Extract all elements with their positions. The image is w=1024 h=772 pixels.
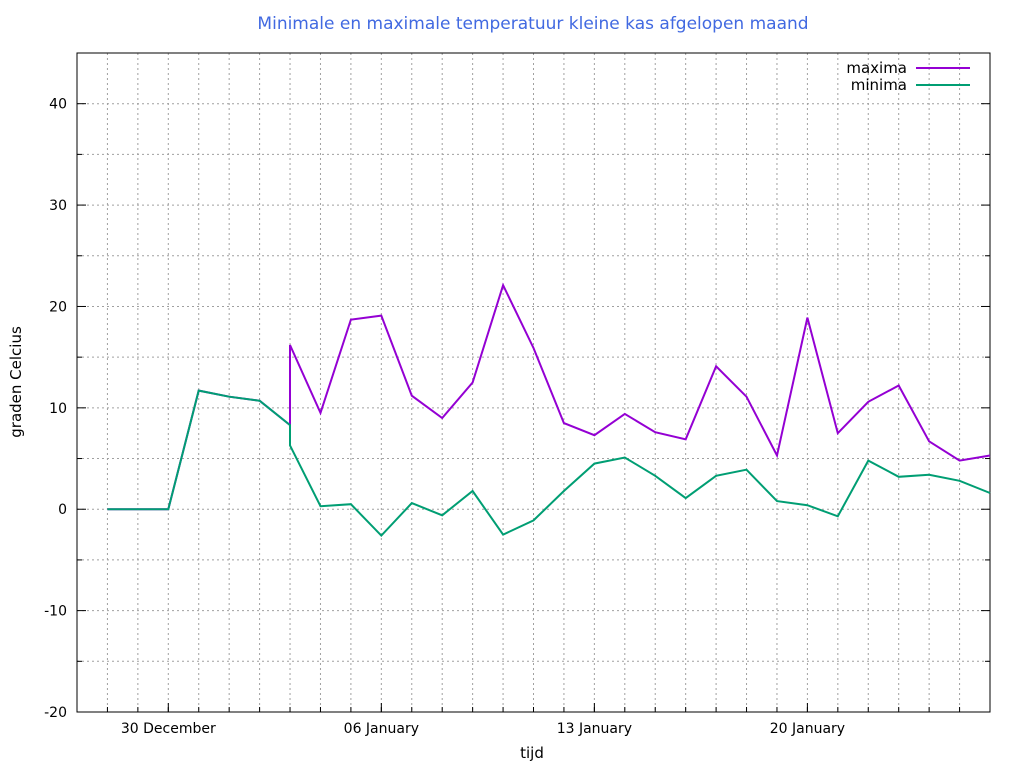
x-tick-label: 06 January [344, 721, 419, 737]
y-axis-label: graden Celcius [7, 326, 25, 438]
x-tick-label: 30 December [121, 721, 216, 737]
legend-label-maxima: maxima [846, 59, 907, 77]
series-lines [107, 282, 991, 538]
chart-title: Minimale en maximale temperatuur kleine … [257, 14, 808, 34]
y-tick-label: 30 [49, 198, 67, 214]
y-tick-label: -20 [44, 705, 67, 721]
x-axis-label: tijd [520, 744, 544, 762]
legend: maxima minima [846, 59, 970, 94]
y-tick-label: 40 [49, 97, 67, 113]
y-tick-label: 10 [49, 401, 67, 417]
grid [77, 53, 990, 712]
x-tick-label: 13 January [557, 721, 632, 737]
ticks: -20 -10 0 10 20 30 40 30 December 06 January 13 J… [44, 52, 990, 737]
y-tick-label: 20 [49, 299, 67, 315]
series-line-minima [107, 389, 991, 538]
x-tick-label: 20 January [770, 721, 845, 737]
legend-label-minima: minima [851, 76, 907, 94]
y-tick-label: -10 [44, 604, 67, 620]
y-tick-label: 0 [58, 502, 67, 518]
